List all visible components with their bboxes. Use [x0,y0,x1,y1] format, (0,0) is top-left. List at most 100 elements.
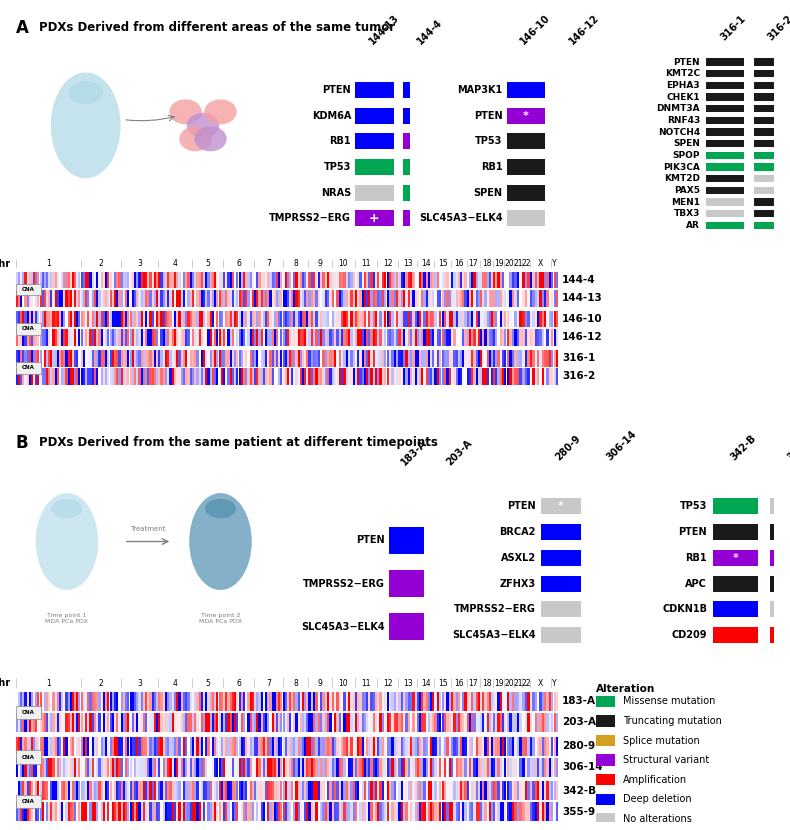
Bar [57,758,59,777]
Bar [469,271,471,288]
Bar [46,803,48,821]
Bar [74,781,76,800]
Bar [484,330,487,346]
Bar [535,350,537,367]
Bar [284,692,287,711]
Bar [110,737,111,755]
Bar [225,350,228,367]
Bar [498,350,499,367]
Bar [473,758,476,777]
Bar [310,290,313,306]
Bar [72,803,74,821]
Bar [208,330,209,346]
Bar [357,758,359,777]
Bar [527,271,530,288]
Text: 146-10: 146-10 [562,314,603,324]
Bar [428,271,430,288]
Bar [487,350,489,367]
Bar [94,803,96,821]
Bar [530,271,532,288]
Bar [256,369,258,385]
Bar [456,369,457,385]
Bar [304,290,307,306]
Bar [278,369,280,385]
Bar [220,803,223,821]
Bar [183,290,185,306]
Bar [258,758,261,777]
Bar [100,692,103,711]
Bar [68,311,70,327]
Bar [179,290,181,306]
Bar [152,311,154,327]
Bar [160,692,163,711]
Bar [70,369,72,385]
Bar [228,290,230,306]
Bar [230,290,231,306]
Circle shape [179,126,212,151]
Bar [81,781,83,800]
Bar [68,737,70,755]
Bar [412,369,415,385]
Bar [147,713,149,732]
Bar [254,713,256,732]
Bar [76,781,78,800]
Bar [435,350,437,367]
Bar [239,781,241,800]
Bar [220,311,223,327]
Bar [40,803,42,821]
Bar [127,290,130,306]
Bar [318,290,320,306]
Bar [377,290,379,306]
Bar [362,692,364,711]
Bar [498,311,499,327]
Bar [123,692,125,711]
Bar [24,290,27,306]
Bar [453,350,456,367]
Bar [391,692,393,711]
Bar [267,737,269,755]
Text: CD209: CD209 [672,630,707,640]
Bar [289,758,292,777]
Bar [209,290,212,306]
Bar [283,290,284,306]
Bar [540,758,542,777]
Bar [446,369,449,385]
Bar [506,758,509,777]
Bar [269,290,272,306]
Bar [163,737,165,755]
Bar [366,350,368,367]
Bar [437,290,439,306]
Bar [332,350,334,367]
Bar [239,713,241,732]
Bar [514,271,517,288]
Bar [473,271,476,288]
Bar [247,369,250,385]
Bar [263,271,265,288]
Bar [444,713,446,732]
Bar [364,713,366,732]
Bar [149,369,152,385]
Bar [245,781,247,800]
Bar [185,369,187,385]
Bar [410,713,412,732]
Bar [371,737,373,755]
Bar [33,713,36,732]
Bar [265,271,267,288]
Bar [517,758,520,777]
Bar [252,781,254,800]
Text: TP53: TP53 [680,501,707,511]
Bar [310,737,313,755]
Bar [346,369,348,385]
Bar [426,803,427,821]
Bar [130,290,132,306]
Bar [152,271,154,288]
Bar [192,290,194,306]
Bar [272,290,273,306]
Bar [382,758,384,777]
Bar [198,330,201,346]
Bar [223,803,225,821]
Bar [231,758,234,777]
Bar [123,369,125,385]
Bar [313,737,315,755]
Bar [250,803,252,821]
